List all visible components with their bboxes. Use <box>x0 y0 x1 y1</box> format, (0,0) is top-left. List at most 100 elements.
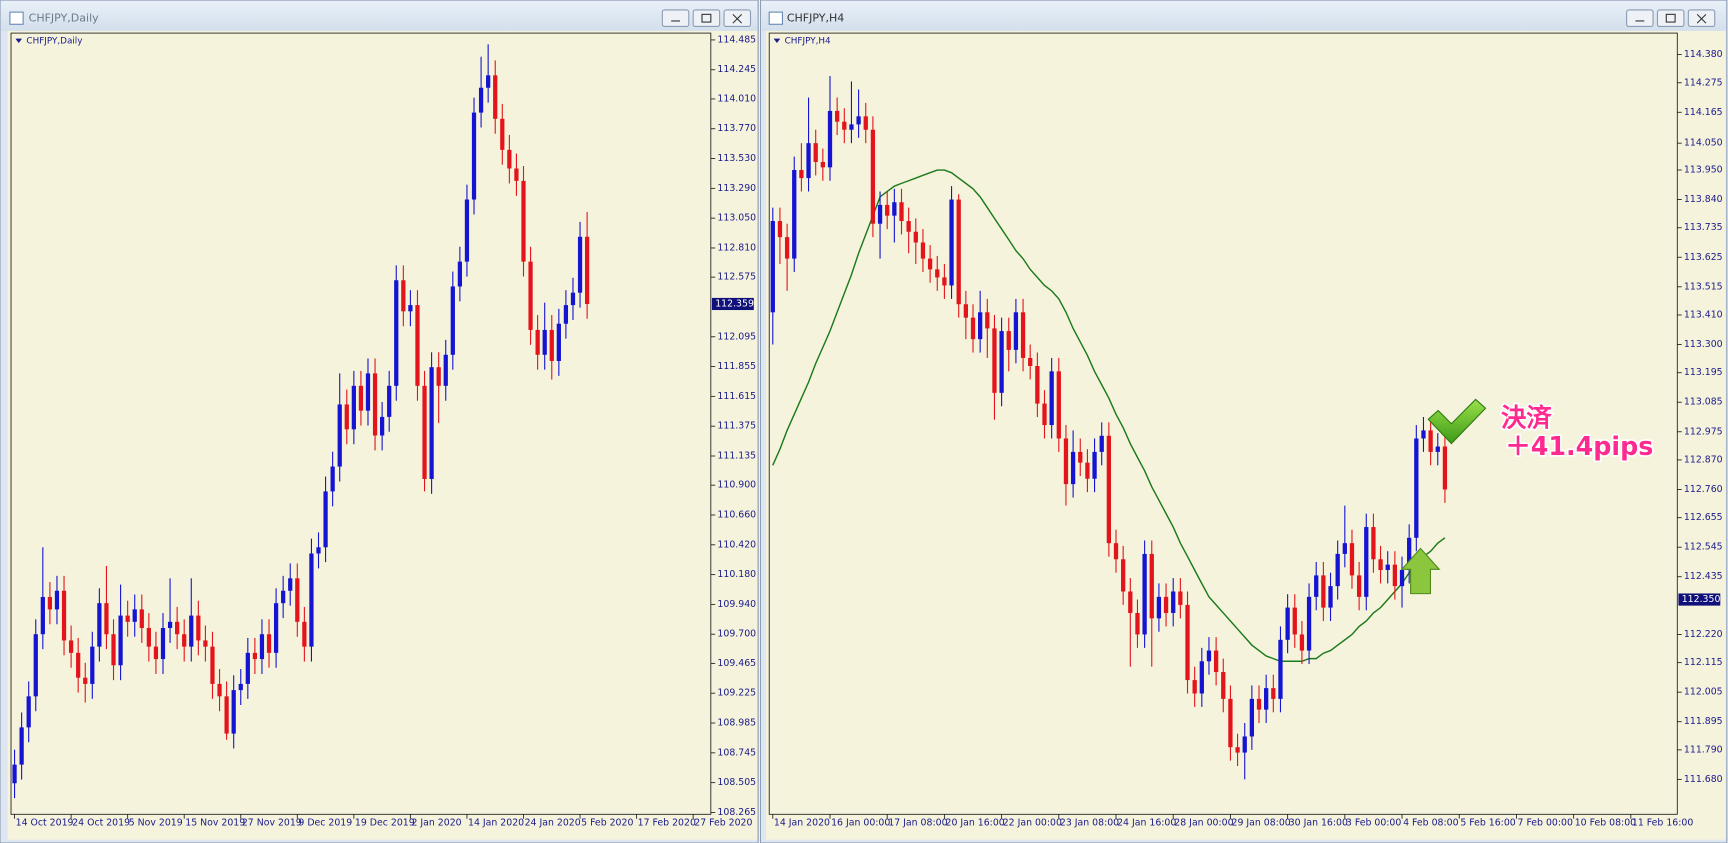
x-tick-label: 10 Feb 08:00 <box>1575 818 1636 829</box>
candle-body <box>899 202 904 222</box>
candle-body <box>464 199 470 262</box>
y-tick-label: 108.745 <box>717 747 756 758</box>
x-tick-label: 4 Feb 08:00 <box>1403 818 1458 829</box>
candle-body <box>415 305 420 386</box>
window-buttons[interactable] <box>1626 9 1716 28</box>
x-tick-label: 24 Jan 16:00 <box>1117 818 1176 829</box>
candle-body <box>1428 430 1433 452</box>
y-tick-label: 112.655 <box>1684 512 1723 523</box>
restore-button[interactable] <box>692 9 721 28</box>
y-tick-label: 114.010 <box>717 93 756 104</box>
candle-body <box>394 280 399 386</box>
x-tick-label: 15 Nov 2019 <box>185 818 245 829</box>
candle-body <box>577 236 583 293</box>
candle-body <box>1364 527 1369 597</box>
candle-body <box>1285 607 1290 640</box>
candle-body <box>196 615 201 641</box>
candle-body <box>76 652 81 678</box>
candle-body <box>351 385 356 430</box>
candle-body <box>1399 570 1405 587</box>
y-tick-label: 113.515 <box>1684 281 1723 292</box>
close-icon <box>1696 13 1707 24</box>
x-tick-label: 20 Jan 16:00 <box>946 818 1005 829</box>
candle-body <box>542 329 547 355</box>
y-tick-label: 110.660 <box>717 509 756 520</box>
candle-body <box>210 646 215 684</box>
candle-body <box>935 269 940 278</box>
candle-body <box>999 331 1004 393</box>
window-buttons[interactable] <box>661 9 752 28</box>
x-tick-label: 17 Jan 08:00 <box>888 818 947 829</box>
candle-body <box>47 596 53 610</box>
candle-body <box>1349 543 1355 576</box>
candle-body <box>784 237 790 259</box>
candle-body <box>1142 553 1147 635</box>
title-bar <box>1 1 758 31</box>
candle-body <box>956 199 961 305</box>
candle-body <box>820 161 825 168</box>
candle-body <box>549 329 554 361</box>
minimize-button[interactable] <box>661 9 690 28</box>
y-tick-label: 108.505 <box>717 777 756 788</box>
candle-body <box>1128 591 1133 613</box>
candle-body <box>978 312 983 340</box>
current-price-box <box>711 297 754 311</box>
y-tick-label: 113.290 <box>717 183 756 194</box>
x-tick-label: 29 Jan 08:00 <box>1232 818 1291 829</box>
entry-arrow <box>1400 547 1441 595</box>
candle-body <box>827 110 833 168</box>
candle-body <box>992 328 997 393</box>
x-tick-label: 14 Jan 2020 <box>468 818 524 829</box>
candle-body <box>963 304 969 318</box>
y-tick-label: 109.700 <box>717 629 756 640</box>
y-tick-label: 114.275 <box>1684 77 1723 88</box>
plot-border <box>768 32 1678 815</box>
candle-body <box>167 621 173 629</box>
y-tick-label: 113.735 <box>1684 222 1723 233</box>
candle-body <box>863 116 868 130</box>
restore-button[interactable] <box>1656 9 1685 28</box>
candle-body <box>1092 451 1097 479</box>
candle-body <box>266 634 272 653</box>
candle-body <box>189 615 194 647</box>
candle-body <box>443 354 448 386</box>
candle-body <box>401 280 406 312</box>
candle-body <box>799 170 804 179</box>
candle-body <box>1314 575 1319 597</box>
y-tick-label: 112.975 <box>1684 426 1723 437</box>
y-tick-label: 112.095 <box>717 331 756 342</box>
candle-body <box>1221 672 1226 699</box>
y-tick-label: 111.375 <box>717 421 756 432</box>
candle-body <box>316 547 321 554</box>
y-tick-label: 109.465 <box>717 658 756 669</box>
candle-body <box>457 261 462 287</box>
candle-body <box>770 221 775 313</box>
candle-body <box>1435 446 1440 452</box>
candle-body <box>358 385 364 411</box>
y-tick-label: 110.900 <box>717 480 756 491</box>
candle-body <box>365 373 371 411</box>
minimize-button[interactable] <box>1626 9 1654 28</box>
y-tick-label: 108.985 <box>717 718 756 729</box>
candle-body <box>281 590 286 604</box>
candle-body <box>1371 527 1376 560</box>
y-tick-label: 111.790 <box>1684 744 1723 755</box>
candle-body <box>19 727 24 765</box>
candle-body <box>61 590 67 641</box>
candle-body <box>563 305 569 324</box>
y-tick-label: 113.950 <box>1684 165 1723 176</box>
candle-body <box>1113 543 1119 560</box>
candle-body <box>584 236 590 304</box>
candle-body <box>521 180 526 262</box>
x-tick-label: 2 Jan 2020 <box>412 818 462 829</box>
window-daily: CHFJPY,Daily <box>0 0 759 843</box>
candle-body <box>429 367 434 479</box>
x-tick-label: 5 Nov 2019 <box>129 818 183 829</box>
candle-body <box>849 124 854 130</box>
candle-body <box>1028 357 1033 366</box>
candle-body <box>1006 331 1011 350</box>
candle-body <box>927 258 933 270</box>
candle-body <box>1135 612 1140 635</box>
candle-body <box>111 634 116 666</box>
